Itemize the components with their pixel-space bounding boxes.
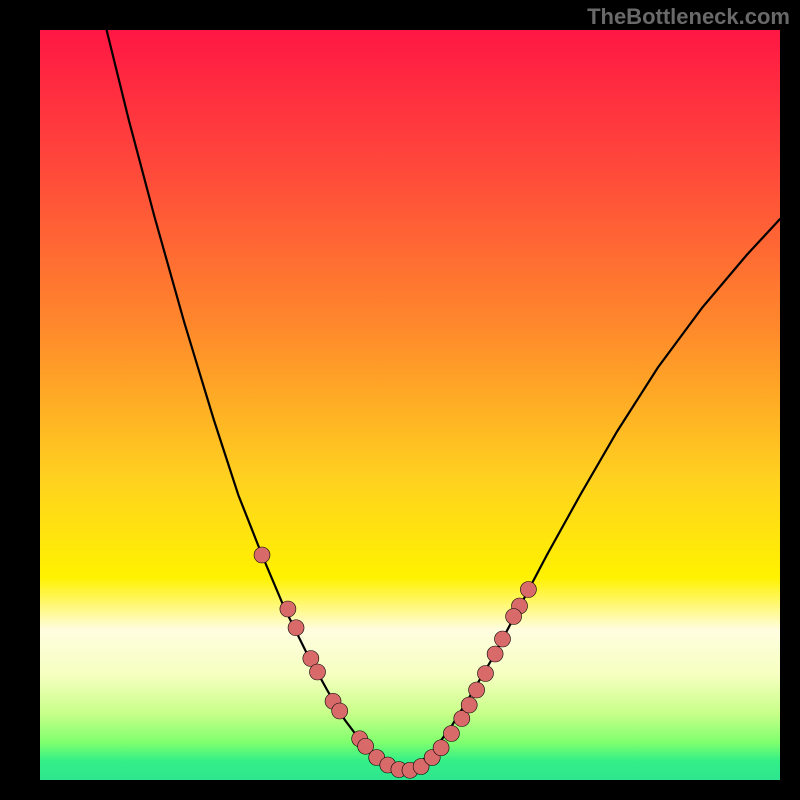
data-point <box>495 631 511 647</box>
data-point <box>254 547 270 563</box>
data-point <box>461 697 477 713</box>
data-point <box>520 582 536 598</box>
chart-svg <box>40 30 780 780</box>
data-point <box>310 664 326 680</box>
data-point <box>477 666 493 682</box>
data-point <box>433 740 449 756</box>
data-point <box>487 646 503 662</box>
data-point <box>443 726 459 742</box>
data-point <box>469 682 485 698</box>
data-point <box>288 620 304 636</box>
data-point <box>506 609 522 625</box>
chart-background <box>40 30 780 780</box>
data-point <box>280 601 296 617</box>
watermark-text: TheBottleneck.com <box>587 4 790 30</box>
chart-plot-area <box>40 30 780 780</box>
data-point <box>332 703 348 719</box>
